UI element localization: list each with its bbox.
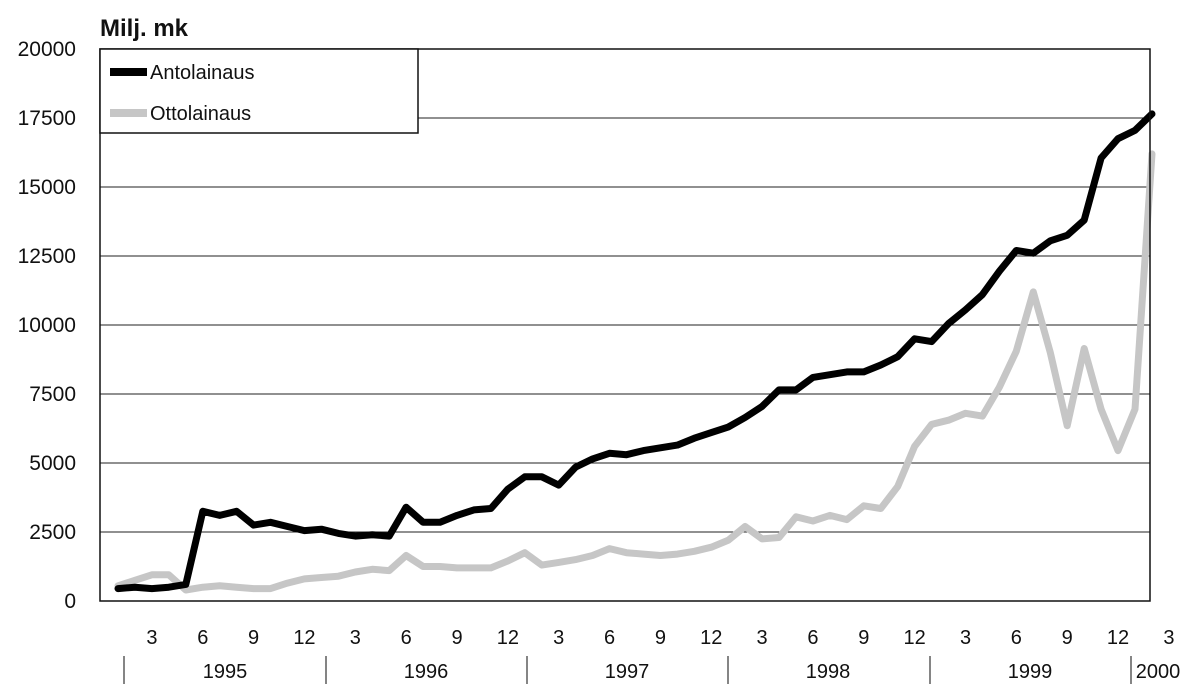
x-month-tick-label: 6 — [401, 627, 412, 649]
x-month-tick-label: 6 — [807, 627, 818, 649]
y-tick-label: 5000 — [29, 452, 76, 475]
legend-label-antolainaus: Antolainaus — [150, 62, 255, 84]
x-year-label: 1995 — [203, 661, 248, 683]
x-year-label: 2000 — [1136, 661, 1181, 683]
gridlines — [100, 117, 1150, 533]
y-tick-label: 7500 — [29, 383, 76, 406]
x-month-tick-label: 6 — [604, 627, 615, 649]
series-line-ottolainaus — [114, 150, 1156, 594]
x-month-tick-label: 12 — [904, 627, 926, 649]
x-month-tick-label: 12 — [700, 627, 722, 649]
x-month-tick-label: 12 — [1107, 627, 1129, 649]
x-month-tick-label: 3 — [960, 627, 971, 649]
x-month-tick-label: 3 — [350, 627, 361, 649]
x-month-tick-label: 9 — [248, 627, 259, 649]
x-month-tick-label: 6 — [197, 627, 208, 649]
y-axis-ticks: 0 2500 5000 7500 10000 12500 15000 17500 20000 — [18, 38, 76, 613]
x-month-tick-label: 3 — [1163, 627, 1174, 649]
x-month-tick-label: 3 — [553, 627, 564, 649]
x-year-label: 1999 — [1008, 661, 1053, 683]
x-month-tick-label: 12 — [293, 627, 315, 649]
x-month-tick-label: 12 — [497, 627, 519, 649]
y-tick-label: 2500 — [29, 521, 76, 544]
series-lines — [114, 110, 1156, 594]
x-year-label: 1996 — [404, 661, 449, 683]
y-tick-label: 10000 — [18, 314, 76, 337]
plot-frame — [99, 48, 1151, 602]
y-tick-label: 0 — [64, 590, 76, 613]
x-month-tick-label: 3 — [146, 627, 157, 649]
x-month-tick-label: 6 — [1011, 627, 1022, 649]
legend: Antolainaus Ottolainaus — [99, 48, 419, 134]
y-tick-label: 20000 — [18, 38, 76, 61]
y-tick-label: 12500 — [18, 245, 76, 268]
x-month-tick-label: 9 — [451, 627, 462, 649]
x-year-label: 1997 — [605, 661, 650, 683]
x-month-tick-label: 9 — [655, 627, 666, 649]
x-axis: 3 6 9 12 3 6 9 12 3 6 9 12 3 6 9 12 3 6 9 12 3 1995 1996 1997 19… — [123, 627, 1181, 684]
x-month-tick-label: 9 — [1062, 627, 1073, 649]
x-month-tick-label: 3 — [757, 627, 768, 649]
series-line-antolainaus — [114, 110, 1156, 593]
x-year-label: 1998 — [806, 661, 851, 683]
y-tick-label: 15000 — [18, 176, 76, 199]
legend-box — [99, 48, 419, 134]
legend-label-ottolainaus: Ottolainaus — [150, 103, 251, 125]
y-axis-unit-title: Milj. mk — [100, 15, 189, 42]
y-tick-label: 17500 — [18, 107, 76, 130]
x-month-tick-label: 9 — [858, 627, 869, 649]
